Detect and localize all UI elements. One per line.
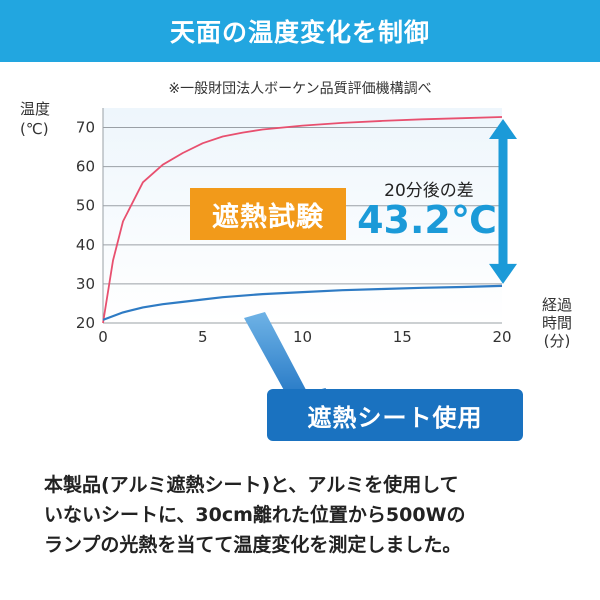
source-note: ※一般財団法人ボーケン品質評価機構調べ xyxy=(168,81,432,97)
x-tick-label: 15 xyxy=(393,328,412,346)
difference-value: 43.2℃ xyxy=(357,198,497,242)
y-tick-label: 50 xyxy=(76,197,95,215)
x-tick-label: 0 xyxy=(98,328,108,346)
x-tick-label: 5 xyxy=(198,328,208,346)
y-axis-label: 温度 (℃) xyxy=(20,99,74,139)
y-axis-label-unit: (℃) xyxy=(20,120,49,138)
difference-arrow-head-up xyxy=(489,118,517,139)
header-banner: 天面の温度変化を制御 xyxy=(0,0,600,62)
description-line: ランプの光熱を当てて温度変化を測定しました。 xyxy=(44,534,462,556)
description-line: 本製品(アルミ遮熱シート)と、アルミを使用して xyxy=(44,474,459,496)
y-tick-label: 20 xyxy=(76,314,95,332)
description-text: 本製品(アルミ遮熱シート)と、アルミを使用して いないシートに、30cm離れた位… xyxy=(44,470,574,560)
y-tick-label: 70 xyxy=(76,119,95,137)
heat-sheet-badge: 遮熱シート使用 xyxy=(267,389,523,441)
y-axis-label-line: 温度 xyxy=(20,100,51,118)
series-line-control xyxy=(102,116,503,324)
header-title: 天面の温度変化を制御 xyxy=(169,18,430,47)
difference-label: 20分後の差 xyxy=(384,181,474,201)
heat-test-label: 遮熱試験 xyxy=(212,201,324,233)
x-axis-label: 経過 時間 (分) xyxy=(522,296,592,350)
y-tick-label: 60 xyxy=(76,158,95,176)
x-axis-label-line2: 時間 xyxy=(541,314,572,332)
x-axis-label-unit: (分) xyxy=(543,332,571,350)
x-tick-label: 10 xyxy=(293,328,312,346)
pointer-arrow-shaft xyxy=(244,312,314,412)
x-tick-label: 20 xyxy=(492,328,511,346)
y-tick-label: 30 xyxy=(76,275,95,293)
difference-arrow-shaft xyxy=(498,134,508,268)
description-line: いないシートに、30cm離れた位置から500Wの xyxy=(44,504,466,526)
heat-test-badge: 遮熱試験 xyxy=(190,188,346,240)
series-line-heat-sheet xyxy=(102,284,503,321)
x-axis-label-line1: 経過 xyxy=(541,296,572,314)
y-tick-label: 40 xyxy=(76,236,95,254)
heat-sheet-label: 遮熱シート使用 xyxy=(307,403,483,432)
difference-arrow-head-down xyxy=(489,263,517,284)
